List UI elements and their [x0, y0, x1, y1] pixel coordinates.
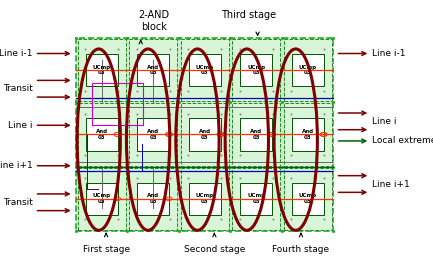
FancyBboxPatch shape [284, 103, 332, 165]
Text: UCmp
03: UCmp 03 [247, 65, 265, 75]
FancyBboxPatch shape [292, 118, 323, 151]
FancyBboxPatch shape [232, 103, 280, 165]
FancyBboxPatch shape [129, 168, 177, 230]
Text: And
03: And 03 [147, 65, 159, 75]
FancyBboxPatch shape [129, 103, 177, 165]
FancyBboxPatch shape [240, 118, 272, 151]
Text: Transit: Transit [3, 198, 32, 207]
FancyBboxPatch shape [240, 54, 272, 86]
FancyBboxPatch shape [189, 118, 220, 151]
FancyBboxPatch shape [240, 183, 272, 215]
FancyBboxPatch shape [292, 183, 323, 215]
FancyBboxPatch shape [137, 54, 169, 86]
Text: UCmp
03: UCmp 03 [93, 65, 110, 75]
FancyBboxPatch shape [78, 39, 126, 101]
Text: Transit: Transit [3, 84, 32, 93]
Text: And
03: And 03 [95, 129, 108, 140]
Text: UCmp
03: UCmp 03 [93, 193, 110, 204]
Text: Line i-1: Line i-1 [0, 49, 32, 58]
FancyBboxPatch shape [76, 38, 333, 231]
Text: And
03: And 03 [301, 129, 314, 140]
FancyBboxPatch shape [129, 39, 177, 101]
FancyBboxPatch shape [292, 54, 323, 86]
Text: And
03: And 03 [147, 193, 159, 204]
Text: Line i: Line i [372, 117, 397, 126]
FancyBboxPatch shape [284, 39, 332, 101]
FancyBboxPatch shape [78, 103, 126, 165]
Text: Line i-1: Line i-1 [372, 49, 406, 58]
Text: Second stage: Second stage [184, 246, 245, 254]
Text: Third stage: Third stage [221, 10, 277, 20]
Text: UCmp
03: UCmp 03 [247, 193, 265, 204]
FancyBboxPatch shape [78, 168, 126, 230]
Text: Fourth stage: Fourth stage [272, 246, 330, 254]
FancyBboxPatch shape [137, 118, 169, 151]
FancyBboxPatch shape [181, 39, 229, 101]
Text: Line i+1: Line i+1 [0, 161, 32, 170]
FancyBboxPatch shape [189, 183, 220, 215]
FancyBboxPatch shape [137, 183, 169, 215]
FancyBboxPatch shape [284, 168, 332, 230]
Text: UCmp
03: UCmp 03 [196, 65, 213, 75]
FancyBboxPatch shape [232, 39, 280, 101]
Text: 2-AND
block: 2-AND block [138, 10, 169, 32]
Text: UCmp
03: UCmp 03 [299, 65, 317, 75]
Text: UCmp
03: UCmp 03 [299, 193, 317, 204]
FancyBboxPatch shape [86, 54, 117, 86]
FancyBboxPatch shape [86, 118, 117, 151]
Text: UCmp
03: UCmp 03 [196, 193, 213, 204]
FancyBboxPatch shape [181, 103, 229, 165]
FancyBboxPatch shape [232, 168, 280, 230]
Text: Local extremes: Local extremes [372, 137, 433, 145]
Text: And
03: And 03 [198, 129, 211, 140]
Text: And
03: And 03 [250, 129, 262, 140]
FancyBboxPatch shape [189, 54, 220, 86]
Text: And
03: And 03 [147, 129, 159, 140]
FancyBboxPatch shape [86, 183, 117, 215]
Text: Line i+1: Line i+1 [372, 180, 410, 188]
FancyBboxPatch shape [181, 168, 229, 230]
Text: First stage: First stage [83, 246, 129, 254]
Text: Line i: Line i [8, 121, 32, 130]
